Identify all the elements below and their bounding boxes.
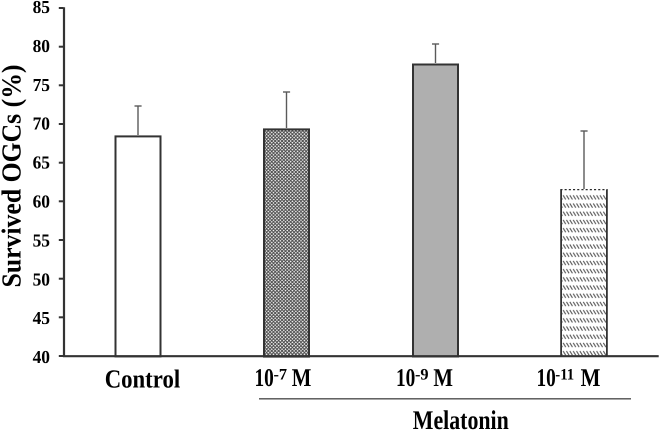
svg-text:Survived OGCs (%): Survived OGCs (%) — [0, 65, 26, 288]
svg-text:Melatonin: Melatonin — [413, 405, 509, 430]
svg-text:10-7M: 10-7 M — [255, 363, 312, 392]
svg-text:70: 70 — [33, 114, 50, 134]
svg-text:10-9M: 10-9 M — [396, 363, 453, 392]
svg-text:Control: Control — [105, 365, 181, 394]
svg-text:85: 85 — [33, 0, 50, 17]
svg-text:45: 45 — [33, 308, 50, 328]
svg-text:65: 65 — [33, 153, 50, 173]
svg-text:75: 75 — [33, 75, 50, 95]
svg-text:60: 60 — [33, 192, 50, 212]
svg-text:10-11M: 10-11 M — [537, 363, 601, 392]
svg-text:50: 50 — [33, 269, 50, 289]
svg-text:40: 40 — [33, 347, 50, 367]
svg-text:80: 80 — [33, 36, 50, 56]
svg-text:55: 55 — [33, 230, 50, 250]
